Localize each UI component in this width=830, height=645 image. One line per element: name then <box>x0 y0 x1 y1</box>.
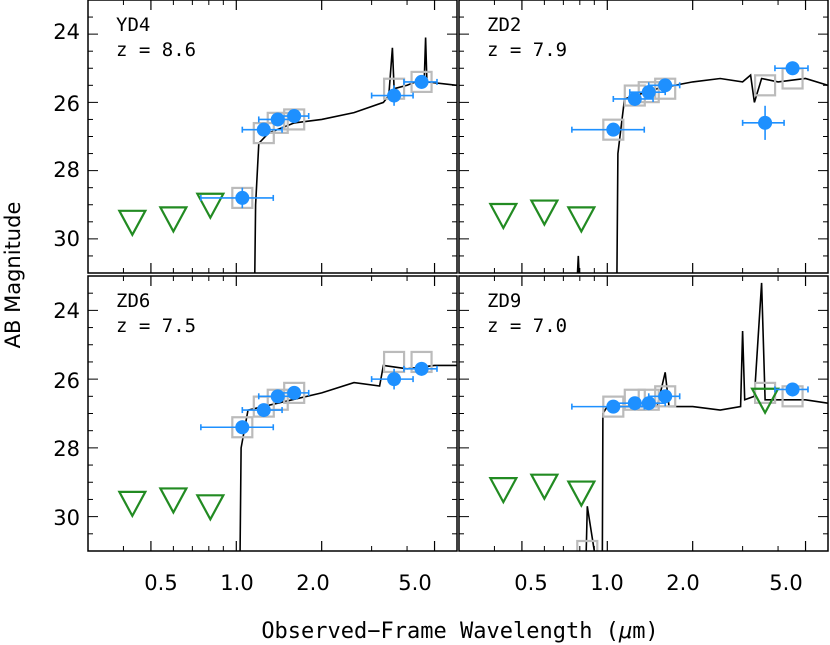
panel-redshift: z = 7.5 <box>116 315 196 337</box>
y-tick-label: 24 <box>53 299 80 323</box>
panel-redshift: z = 7.0 <box>487 315 567 337</box>
panel-name: ZD6 <box>116 290 150 312</box>
upper-limit-marker <box>488 477 519 505</box>
panel-frame <box>458 0 829 274</box>
upper-limit-marker <box>566 480 597 508</box>
x-tick-label: 2.0 <box>296 571 329 595</box>
upper-limit-marker <box>566 206 597 234</box>
x-tick-label: 1.0 <box>220 571 253 595</box>
detection-point <box>287 109 302 124</box>
x-tick-label: 5.0 <box>769 571 802 595</box>
detection-point <box>785 61 800 76</box>
model-sed-line <box>585 282 828 551</box>
detection-point <box>235 190 250 205</box>
upper-limit-marker <box>158 206 189 234</box>
upper-limit-marker <box>488 202 519 231</box>
x-tick-label: 1.0 <box>590 571 623 595</box>
x-tick-label: 0.5 <box>514 571 547 595</box>
panel-zd2: ZD2 z = 7.9 <box>458 0 829 274</box>
detection-point <box>414 74 429 89</box>
y-tick-label: 26 <box>53 369 80 393</box>
detection-point <box>256 122 271 137</box>
x-tick-label: 5.0 <box>398 571 431 595</box>
model-photometry-square <box>753 74 777 97</box>
upper-limit-marker <box>195 192 226 221</box>
panel-yd4: YD4 z = 8.6 <box>87 0 458 274</box>
detection-point <box>256 403 271 418</box>
detection-point <box>658 389 673 404</box>
panel-zd6: ZD6 z = 7.5 <box>87 275 458 552</box>
detection-point <box>658 78 673 93</box>
model-sed-line <box>576 73 828 273</box>
upper-limit-marker <box>195 494 226 522</box>
upper-limit-marker <box>117 209 148 238</box>
panel-frame <box>458 275 829 552</box>
detection-point <box>785 382 800 397</box>
detection-point <box>627 91 642 106</box>
detection-point <box>641 396 656 411</box>
panel-name: ZD2 <box>487 14 521 36</box>
y-axis-label: AB Magnitude <box>1 202 25 349</box>
detection-point <box>414 361 429 376</box>
panel-redshift: z = 8.6 <box>116 39 196 61</box>
detection-point <box>387 372 402 387</box>
model-sed-line <box>254 37 457 273</box>
detection-point <box>235 420 250 435</box>
upper-limit-marker <box>117 490 148 519</box>
upper-limit-marker <box>158 487 189 515</box>
model-photometry-square <box>576 539 599 551</box>
upper-limit-marker <box>750 387 780 416</box>
x-tick-label: 0.5 <box>144 571 177 595</box>
y-tick-label: 28 <box>53 158 80 182</box>
upper-limit-marker <box>529 199 560 227</box>
y-tick-label: 26 <box>53 92 80 116</box>
panel-name: YD4 <box>116 14 150 36</box>
panel-name: ZD9 <box>487 290 521 312</box>
x-tick-label: 2.0 <box>666 571 699 595</box>
x-axis-label: Observed−Frame Wavelength (μm) <box>261 619 658 644</box>
detection-point <box>641 85 656 100</box>
y-tick-label: 30 <box>53 506 80 530</box>
detection-point <box>606 122 621 137</box>
panel-zd9: ZD9 z = 7.0 <box>458 275 829 552</box>
y-tick-label: 28 <box>53 437 80 461</box>
detection-point <box>387 88 402 103</box>
panel-frame <box>87 0 458 274</box>
detection-point <box>758 115 773 130</box>
y-tick-label: 30 <box>53 227 80 251</box>
panel-redshift: z = 7.9 <box>487 39 567 61</box>
y-tick-label: 24 <box>53 20 80 44</box>
upper-limit-marker <box>529 473 560 501</box>
detection-point <box>287 385 302 400</box>
panel-frame <box>87 275 458 552</box>
